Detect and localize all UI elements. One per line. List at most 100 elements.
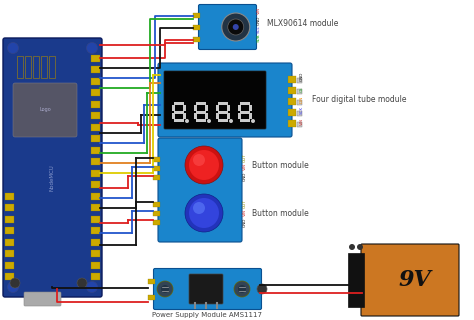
Bar: [174, 111, 184, 114]
Bar: [153, 157, 160, 162]
FancyBboxPatch shape: [199, 4, 256, 50]
Bar: [49, 56, 55, 78]
Bar: [297, 78, 302, 83]
Circle shape: [185, 119, 189, 123]
Bar: [91, 261, 100, 268]
Bar: [91, 54, 100, 61]
Bar: [216, 113, 219, 119]
Text: VIN: VIN: [257, 7, 261, 14]
Bar: [288, 109, 296, 116]
Bar: [288, 76, 296, 83]
Bar: [174, 119, 184, 122]
Bar: [205, 105, 208, 111]
Bar: [17, 56, 23, 78]
Circle shape: [189, 150, 219, 180]
Bar: [91, 204, 100, 211]
Bar: [194, 113, 197, 119]
Bar: [227, 113, 230, 119]
Bar: [91, 227, 100, 234]
Text: GND: GND: [243, 217, 247, 227]
Bar: [297, 89, 302, 94]
Bar: [91, 181, 100, 188]
Circle shape: [193, 154, 205, 166]
Text: 9V: 9V: [399, 269, 431, 291]
Bar: [288, 98, 296, 105]
Bar: [91, 147, 100, 154]
Circle shape: [185, 194, 223, 232]
Circle shape: [349, 244, 355, 250]
FancyBboxPatch shape: [164, 71, 266, 129]
Circle shape: [77, 278, 87, 288]
Text: OUT: OUT: [243, 154, 247, 162]
FancyBboxPatch shape: [24, 292, 61, 306]
Bar: [240, 119, 250, 122]
Bar: [218, 111, 228, 114]
Circle shape: [8, 282, 18, 292]
Bar: [148, 295, 155, 300]
Circle shape: [10, 278, 20, 288]
Circle shape: [86, 282, 98, 292]
Text: GND: GND: [257, 15, 261, 25]
FancyBboxPatch shape: [158, 63, 292, 137]
Text: Button module: Button module: [252, 209, 309, 218]
Bar: [348, 253, 364, 307]
Bar: [297, 111, 302, 116]
Bar: [5, 204, 14, 211]
Circle shape: [228, 19, 244, 35]
Bar: [91, 193, 100, 199]
Circle shape: [229, 119, 233, 123]
Bar: [91, 238, 100, 245]
Bar: [218, 119, 228, 122]
Bar: [240, 102, 250, 105]
FancyBboxPatch shape: [189, 274, 223, 304]
Bar: [91, 89, 100, 96]
Bar: [218, 102, 228, 105]
Text: Power Supply Module AMS1117: Power Supply Module AMS1117: [152, 312, 262, 318]
FancyBboxPatch shape: [154, 268, 262, 309]
Bar: [193, 25, 200, 30]
Bar: [193, 37, 200, 42]
Bar: [5, 250, 14, 257]
Bar: [174, 102, 184, 105]
Circle shape: [233, 24, 239, 30]
Text: SCK: SCK: [300, 106, 304, 114]
Text: VIN: VIN: [243, 210, 247, 217]
Bar: [227, 105, 230, 111]
Bar: [193, 13, 200, 18]
Bar: [25, 56, 31, 78]
Bar: [148, 279, 155, 284]
Text: CS: CS: [300, 86, 304, 92]
Bar: [288, 87, 296, 94]
Text: SDA: SDA: [257, 34, 261, 42]
Text: DIN: DIN: [300, 96, 304, 103]
Bar: [196, 119, 206, 122]
Bar: [91, 273, 100, 280]
Bar: [238, 105, 241, 111]
Bar: [196, 102, 206, 105]
Text: Button module: Button module: [252, 161, 309, 170]
Bar: [41, 56, 47, 78]
Text: OUT: OUT: [243, 200, 247, 208]
Bar: [196, 111, 206, 114]
Bar: [183, 105, 186, 111]
Circle shape: [257, 284, 267, 294]
Circle shape: [251, 119, 255, 123]
Circle shape: [238, 285, 246, 293]
Text: MLX90614 module: MLX90614 module: [267, 20, 338, 28]
Circle shape: [357, 244, 363, 250]
Circle shape: [207, 119, 211, 123]
Bar: [91, 135, 100, 142]
Bar: [249, 113, 252, 119]
Circle shape: [189, 198, 219, 228]
Bar: [5, 238, 14, 245]
Bar: [91, 215, 100, 222]
Bar: [297, 122, 302, 127]
Bar: [153, 211, 160, 216]
Bar: [249, 105, 252, 111]
Circle shape: [185, 146, 223, 184]
FancyBboxPatch shape: [13, 83, 77, 137]
Bar: [5, 227, 14, 234]
Bar: [172, 113, 175, 119]
Bar: [91, 158, 100, 165]
Bar: [172, 105, 175, 111]
